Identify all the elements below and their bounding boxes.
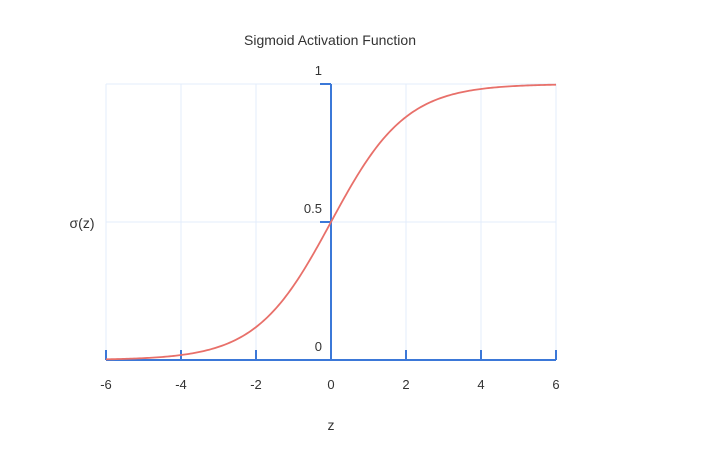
y-tick-label: 0 [315, 339, 322, 354]
x-tick-label: 0 [327, 377, 334, 392]
x-tick-label: -6 [100, 377, 112, 392]
x-tick-label: 2 [402, 377, 409, 392]
x-tick-label: 4 [477, 377, 484, 392]
chart-title: Sigmoid Activation Function [244, 32, 416, 48]
y-tick-label: 1 [315, 63, 322, 78]
x-axis-label: z [328, 417, 335, 433]
x-tick-label: -2 [250, 377, 262, 392]
y-tick-label: 0.5 [304, 201, 322, 216]
tick-labels: -6 -4 -2 0 2 4 6 0 0.5 1 [100, 63, 559, 392]
sigmoid-curve [105, 83, 557, 361]
x-tick-label: 6 [552, 377, 559, 392]
x-tick-label: -4 [175, 377, 187, 392]
y-axis-label: σ(z) [70, 215, 95, 231]
